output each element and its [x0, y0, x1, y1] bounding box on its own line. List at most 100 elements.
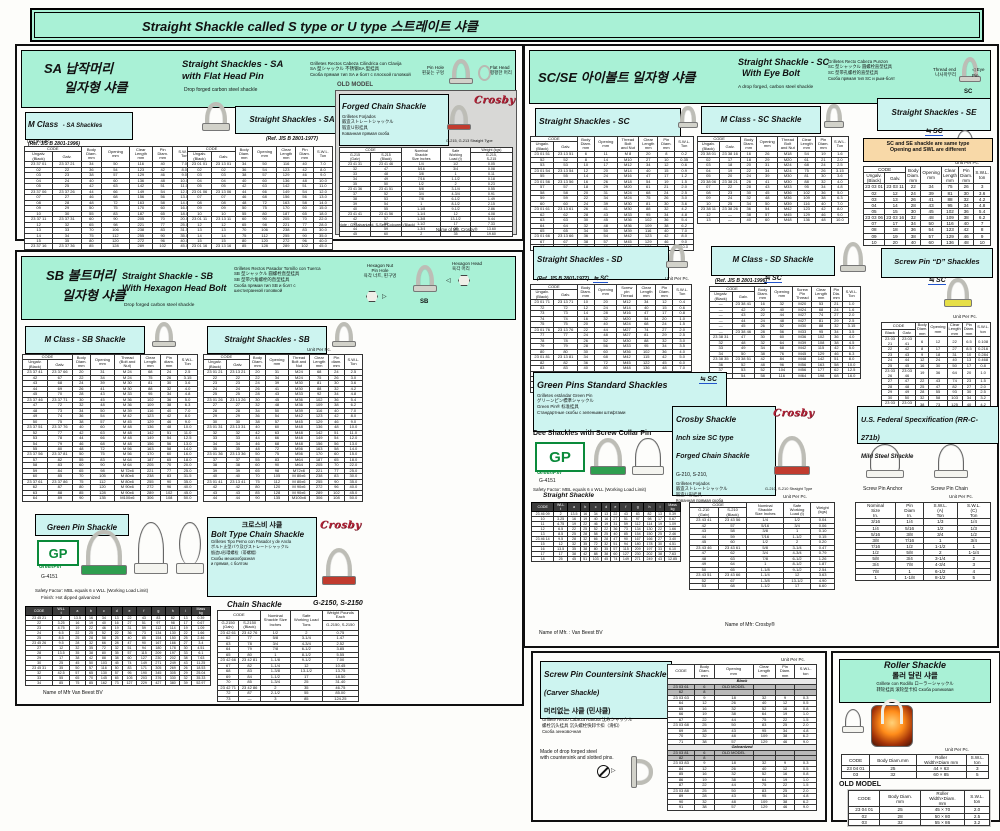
sc-title-en: Straight Shackle - SC	[738, 57, 830, 67]
table-row: 44 69 26 41 M 30 88 32 4.0	[22, 385, 198, 393]
sa-unit-label: Unit Per Pc.	[27, 139, 52, 144]
greenpin-logo-2-sub: GreenPin	[39, 564, 62, 570]
screwd-unit-label: Unit Per Pc.	[953, 314, 978, 319]
se-note-box: SC and SE shackle are same type Opening a…	[863, 138, 993, 162]
chain-shackle-title: Chain Shackle	[227, 600, 282, 609]
table-row: 23 04 01 25 45 × 70 2.0	[847, 806, 990, 814]
sd-shackle-icon	[666, 244, 688, 272]
sa-mclass-box: M Class - SA Shackles (Ref. JIS B 2801-1…	[25, 112, 133, 147]
table-row: 44 59 1-3/4 25 13.60	[338, 226, 514, 233]
forged-caption: G-215, G-213 Straight Type	[446, 139, 493, 143]
table-row: 23 03 26 23 03 46 19 36 64 20 1.0	[880, 368, 991, 380]
msd-ref: (Ref. JIS B 2801-1996)	[715, 278, 767, 284]
table-row: 12 6.5 22 25 52 22 36 73 134 130 22 1.66	[530, 526, 681, 533]
countersink-shackle-icon	[627, 755, 653, 789]
table-row: 7/16 1/2 1-1/2 1	[854, 542, 991, 551]
table-row: 13—40 60 M48 136 48 10.0	[697, 216, 850, 224]
table-row: 53 68 1-1/2 17 6.60	[689, 582, 835, 590]
table-row: —23 38 41 16 32 M20 53 21 1.0	[709, 301, 861, 308]
sb-straight-box: Straight Shackles - SB(Ref. JIS B 2801-1…	[207, 326, 327, 362]
table-row: 03 32 55 × 86 3.2	[847, 818, 990, 826]
table-row: 23 01 11 23 13 11 60 90 205 70 22.0	[187, 216, 334, 223]
chain-shackle-table: CODE Nominal Shackle Size Inches Safe Work…	[216, 610, 360, 703]
table-row: 30 25 45 50 103 45 74 149 271 249 43 11.25	[24, 660, 212, 667]
table-row: 23 4.75 19 22 46 19 31 59 112 114 19 1.09	[24, 625, 212, 632]
sa-subtitle: Drop forged carbon steel shackle	[184, 87, 258, 93]
table-row: 23 03 81 6 OLD MODEL	[666, 749, 817, 757]
sc-header-band: SC/SE 아이볼트 일자형 샤클 Straight Shackle - SC …	[529, 50, 991, 104]
table-row: 02 28 50 × 80 2.5	[847, 812, 990, 820]
table-row: 33 55 65 70 145 65 105 203 376 330 32 35.33	[24, 675, 212, 682]
table-header-row: Black Galv.	[880, 329, 991, 338]
dee-shackle-icon	[589, 438, 627, 482]
table-row: 23 03 63 9 18 32 9 0.3	[666, 694, 817, 702]
table-row: 82 82 36 72 M45 122 45 6.0	[529, 359, 692, 367]
crosby-logo-2: Crosby	[772, 408, 815, 419]
g210-unit-label: Unit Per Pc.	[783, 494, 808, 499]
table-row: 23 01 26 23 13 26 30 45 M36 102 36 5.4	[203, 396, 364, 404]
table-row: 24 6.5 22 25 52 22 36 73 134 130 22 1.66	[24, 630, 212, 637]
sc-mclass-table: CODE Body Diam. mm Opening mm Thread Bolt a…	[696, 135, 850, 224]
sb-title-en2: With Hexagon Head Bolt	[122, 283, 227, 293]
table-row: 10 20 40 60 136 48 10	[862, 238, 991, 246]
mfr-crosby-label: Name of Mfr: Crosby®	[725, 622, 775, 628]
sb-mclass-table: CODE Body Diam. mm Opening mm Thread (Bolt …	[22, 353, 198, 502]
sa-mclass-table: CODE Body Diam. mm Opening mm Clear Length …	[23, 145, 196, 256]
page-title: Straight Shackle called S type or U type…	[142, 18, 478, 34]
table-header-row: CODE Body Diam. mm Roller Width×Diam. mm S.…	[847, 789, 990, 808]
table-row: 07 17 34 50 116 40 7	[862, 220, 991, 228]
anchor-diagram-label: Screw Pin Anchor	[863, 486, 903, 492]
table-header-row: CODE Nominal Shackle Size Inches Safe Work…	[217, 610, 360, 631]
sb-shackle-icon	[413, 265, 437, 297]
arrow-right-icon: ▷	[382, 294, 387, 300]
table-row: 72 87 2-1/2 55 85.00	[216, 689, 360, 697]
forged-mfr: Name of Mfr. Crosby®	[436, 227, 478, 232]
sc-subtitle: A drop forged, carbon steel shackle	[738, 85, 814, 90]
greenpin-safety: Safety Factor: MBL equals 6 x WLL (Worki…	[533, 487, 647, 492]
sb-straight-table: CODE Body Diam. mm Opening mm Thread Bolt a…	[203, 353, 364, 502]
table-row: 23 45 31 35 50 57 116 50 83 171 305 269 26 18.53	[24, 665, 212, 672]
se-table: CODE Body Diam. mm Opening mm Clear Length …	[862, 165, 991, 246]
bolt-type-title: Bolt Type Chain Shackle	[211, 530, 305, 539]
table-row: 09 24 32 48 M36 109 38 6.3	[697, 195, 850, 202]
table-header-row: CODE Body Diam. mm Opening mm Thread Bolt a…	[203, 353, 364, 371]
table-row: 09 19 38 57 129 46 9	[862, 232, 991, 240]
table-row: 66 19 38 64 19 1.0	[666, 711, 817, 718]
table-row: 23 46 14 9.5 28 32 66 28 47 90 167 166 27 3.40	[530, 536, 681, 543]
sa-pinhole-label: Pin Hole 핀꽂는 구멍	[422, 65, 444, 75]
roller-lang2: 转轮挂具 滚轮型卡扣 Скоба роликовая	[876, 687, 954, 692]
table-row: 28 13.5 35 38 80 35 57 115 209 197 33 6.1	[24, 650, 212, 657]
sb-mclass-box: M Class - SB Shackle(Ref. JIS B 2801 - 1…	[25, 326, 145, 362]
table-header-row: Ungalv. (Black) Galv.	[862, 172, 991, 185]
roller-oldmodel-label: OLD MODEL	[839, 781, 881, 788]
table-row: 16 13.5 35 38 80 35 57 115 209 197 33 6.10	[530, 546, 681, 553]
hexnut-label: Hexagon Nut Pin Hole 육각 너트, 핀구멍	[363, 263, 397, 278]
section-sa: SA 납작머리 일자형 샤클 Straight Shackles - SA wi…	[15, 44, 524, 256]
table-row: 23 37 41 23 37 66 20 31 M 24 68 24 2.5	[22, 369, 198, 376]
sb-mclass-shackle-icon	[152, 322, 176, 352]
roller-photo	[871, 698, 913, 747]
table-row: 13 8.5 25 28 58 25 40 85 154 150 25 2.46	[530, 531, 681, 538]
greenpin-logo-2: GP	[37, 540, 79, 566]
table-row: 10 3.25 16 19 40 16 27 51 97 98 17 0.67	[530, 516, 681, 523]
table-row: 43 58 1-1/2 17 7.33	[338, 221, 514, 228]
sd-box: Straight Shackles - SD (Ref. JIS B 2801-…	[533, 246, 669, 283]
bolt-type-langs: Grilletes Tipo Perno con Pasador y de An…	[211, 539, 292, 566]
table-row: 43 43 85 128 M 90x6 289 102 45.0	[203, 489, 364, 497]
mfr-vanbeest-label: Name of Mfr. : Van Beest BV	[539, 630, 603, 636]
table-row: 23 01 71 23 13 71 10 20 M12 34 12 0.4	[529, 299, 692, 306]
greenpin-code-2: G-4151	[41, 574, 58, 580]
table-row: 34 49 7/16 1-1/2 0.18	[338, 176, 514, 183]
table-header-row: G-215 (Galv) S-215 (Black) G-215, S-215	[338, 152, 514, 163]
roller-table: CODE Body Diam.mm Roller Width×Diam mm S.W.…	[840, 753, 990, 779]
forged-chain-box: Forged Chain Shackle Grilletes Forjados …	[339, 94, 449, 146]
table-row: 08 18 36 54 123 42 8	[862, 226, 991, 234]
screwd-box: Screw Pin “D” Shackles ≒ SC	[881, 248, 993, 285]
usfed-box: U.S. Federal Specxification (RR-C-271b) M…	[857, 406, 999, 460]
table-row: 35 50 1/2 2 0.23	[338, 181, 514, 188]
msd-shackle-icon	[840, 242, 866, 278]
sa-oldmodel-panel: Forged Chain Shackle Grilletes Forjados …	[335, 90, 517, 238]
old-model-label: OLD MODEL	[337, 82, 373, 88]
table-row: 04 14 28 43 95 34 4.8	[862, 201, 991, 209]
hexhead-icon	[458, 275, 470, 286]
